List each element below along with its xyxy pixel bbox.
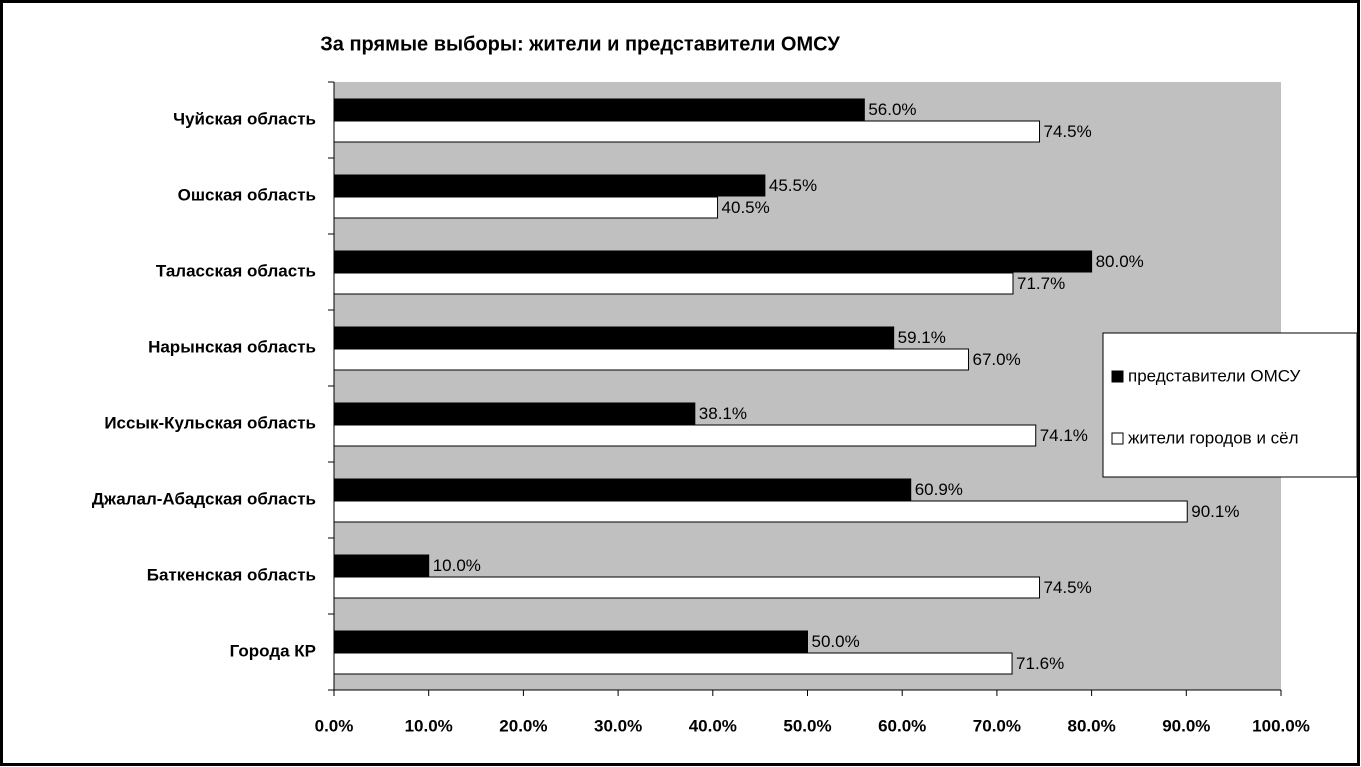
value-label: 74.1% bbox=[1040, 426, 1088, 445]
bar bbox=[333, 98, 865, 121]
value-label: 80.0% bbox=[1096, 252, 1144, 271]
category-label: Нарынская область bbox=[148, 337, 316, 356]
x-tick-label: 10.0% bbox=[405, 716, 453, 735]
bar bbox=[333, 250, 1093, 273]
x-tick-label: 100.0% bbox=[1252, 716, 1310, 735]
bar bbox=[333, 576, 1041, 599]
bar bbox=[333, 652, 1013, 675]
x-tick-label: 0.0% bbox=[315, 716, 354, 735]
x-tick-label: 70.0% bbox=[973, 716, 1021, 735]
x-tick-label: 20.0% bbox=[499, 716, 547, 735]
category-label: Ошская область bbox=[178, 185, 316, 204]
category-label: Иссык-Кульская область bbox=[104, 413, 316, 432]
bar bbox=[333, 424, 1037, 447]
value-label: 71.6% bbox=[1016, 654, 1064, 673]
x-tick-label: 80.0% bbox=[1067, 716, 1115, 735]
x-tick-label: 30.0% bbox=[594, 716, 642, 735]
bar bbox=[333, 402, 696, 425]
value-label: 10.0% bbox=[433, 556, 481, 575]
value-label: 50.0% bbox=[812, 632, 860, 651]
bar bbox=[333, 500, 1188, 523]
x-tick-label: 40.0% bbox=[689, 716, 737, 735]
legend-swatch bbox=[1111, 432, 1124, 445]
x-tick-label: 60.0% bbox=[878, 716, 926, 735]
bar bbox=[333, 120, 1041, 143]
x-tick-label: 90.0% bbox=[1162, 716, 1210, 735]
bar bbox=[333, 174, 766, 197]
bar bbox=[333, 196, 719, 219]
value-label: 60.9% bbox=[915, 480, 963, 499]
legend-swatch bbox=[1111, 370, 1124, 383]
bar bbox=[333, 630, 808, 653]
value-label: 56.0% bbox=[868, 100, 916, 119]
value-label: 67.0% bbox=[972, 350, 1020, 369]
bar bbox=[333, 348, 969, 371]
chart-title: За прямые выборы: жители и представители… bbox=[320, 33, 840, 55]
category-label: Таласская область bbox=[156, 261, 316, 280]
category-label: Баткенская область bbox=[147, 565, 316, 584]
legend-label: жители городов и сёл bbox=[1128, 428, 1299, 447]
value-label: 38.1% bbox=[699, 404, 747, 423]
value-label: 71.7% bbox=[1017, 274, 1065, 293]
x-tick-label: 50.0% bbox=[783, 716, 831, 735]
bar bbox=[333, 478, 912, 501]
value-label: 40.5% bbox=[722, 198, 770, 217]
category-label: Чуйская область bbox=[173, 109, 316, 128]
value-label: 45.5% bbox=[769, 176, 817, 195]
category-label: Джалал-Абадская область bbox=[92, 489, 316, 508]
legend-label: представители ОМСУ bbox=[1128, 366, 1300, 385]
value-label: 74.5% bbox=[1044, 122, 1092, 141]
bar bbox=[333, 554, 430, 577]
legend-box bbox=[1102, 332, 1358, 478]
bar bbox=[333, 326, 895, 349]
value-label: 59.1% bbox=[898, 328, 946, 347]
value-label: 74.5% bbox=[1044, 578, 1092, 597]
category-label: Города КР bbox=[230, 641, 316, 660]
bar bbox=[333, 272, 1014, 295]
value-label: 90.1% bbox=[1191, 502, 1239, 521]
